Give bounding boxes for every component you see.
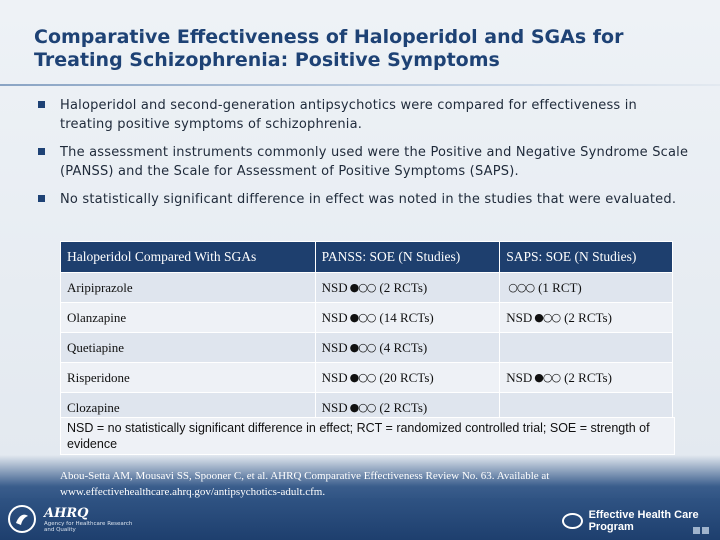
- citation-text: Abou-Setta AM, Mousavi SS, Spooner C, et…: [60, 470, 550, 498]
- panss-cell: NSD ●○○ (14 RCTs): [314, 302, 501, 333]
- soe-rating-icon: ●○○: [349, 370, 377, 384]
- saps-cell: ○○○ (1 RCT): [499, 272, 673, 303]
- hhs-seal-graphic: [16, 514, 28, 525]
- bullet-text: The assessment instruments commonly used…: [60, 145, 689, 179]
- drug-cell: Aripiprazole: [60, 272, 316, 303]
- title-divider: [0, 84, 720, 86]
- drug-cell: Olanzapine: [60, 302, 316, 333]
- saps-count: (2 RCTs): [564, 309, 612, 325]
- panss-cell: NSD ●○○ (2 RCTs): [314, 272, 501, 303]
- drug-cell: Quetiapine: [60, 332, 316, 363]
- panss-prefix: NSD: [321, 399, 348, 415]
- panss-count: (2 RCTs): [379, 399, 428, 415]
- panss-prefix: NSD: [321, 279, 348, 295]
- bullet-item: The assessment instruments commonly used…: [34, 143, 694, 181]
- ahrq-logo-text: AHRQ: [44, 506, 89, 521]
- panss-prefix: NSD: [321, 309, 348, 325]
- ehc-logo-text: Effective Health Care Program: [588, 509, 699, 533]
- saps-prefix: NSD: [506, 309, 533, 325]
- panss-count: (4 RCTs): [379, 339, 428, 355]
- drug-cell: Risperidone: [60, 362, 316, 393]
- square-bullet-icon: [38, 148, 45, 155]
- panss-prefix: NSD: [321, 339, 348, 355]
- hhs-seal-icon: [8, 505, 36, 533]
- saps-cell: NSD ●○○ (2 RCTs): [499, 302, 673, 333]
- bullet-text: No statistically significant difference …: [60, 192, 677, 207]
- slide-nav-controls[interactable]: [693, 527, 709, 534]
- column-header-panss: PANSS: SOE (N Studies): [314, 241, 501, 273]
- bullet-list: Haloperidol and second-generation antips…: [34, 96, 694, 218]
- table-row: Olanzapine NSD ●○○ (14 RCTs) NSD ●○○ (2 RCTs…: [60, 302, 673, 333]
- square-bullet-icon: [38, 101, 45, 108]
- ahrq-logo: AHRQ Agency for Healthcare Research and …: [44, 506, 144, 533]
- table-footnote: NSD = no statistically significant diffe…: [60, 417, 675, 455]
- soe-rating-icon: ●○○: [534, 310, 561, 324]
- slide-title: Comparative Effectiveness of Haloperidol…: [34, 26, 624, 71]
- table-row: Aripiprazole NSD ●○○ (2 RCTs) ○○○ (1 RCT): [60, 272, 673, 303]
- column-header-saps: SAPS: SOE (N Studies): [499, 241, 673, 273]
- saps-prefix: NSD: [506, 369, 533, 385]
- bottom-gradient-band: [0, 455, 720, 500]
- soe-rating-icon: ●○○: [349, 400, 377, 414]
- ehc-logo: Effective Health Care Program: [562, 509, 720, 533]
- soe-rating-icon: ●○○: [349, 310, 377, 324]
- panss-count: (14 RCTs): [379, 309, 434, 325]
- panss-cell: NSD ●○○ (20 RCTs): [314, 362, 501, 393]
- saps-count: (2 RCTs): [564, 369, 612, 385]
- bullet-item: No statistically significant difference …: [34, 190, 694, 209]
- comparison-table: Haloperidol Compared With SGAs PANSS: SO…: [60, 241, 673, 423]
- bullet-item: Haloperidol and second-generation antips…: [34, 96, 694, 134]
- panss-count: (20 RCTs): [379, 369, 434, 385]
- next-slide-icon[interactable]: [702, 527, 709, 534]
- soe-rating-icon: ●○○: [349, 280, 377, 294]
- table-header-row: Haloperidol Compared With SGAs PANSS: SO…: [60, 241, 673, 273]
- bullet-text: Haloperidol and second-generation antips…: [60, 98, 637, 132]
- saps-cell: NSD ●○○ (2 RCTs): [499, 362, 673, 393]
- ahrq-logo-subtext: Agency for Healthcare Research and Quali…: [44, 521, 133, 533]
- prev-slide-icon[interactable]: [693, 527, 700, 534]
- table-row: Risperidone NSD ●○○ (20 RCTs) NSD ●○○ (2 RCT…: [60, 362, 673, 393]
- soe-rating-icon: ○○○: [508, 280, 535, 294]
- panss-prefix: NSD: [321, 369, 348, 385]
- ehc-swoosh-icon: [562, 513, 583, 529]
- saps-count: (1 RCT): [538, 279, 582, 295]
- panss-cell: NSD ●○○ (4 RCTs): [314, 332, 501, 363]
- saps-cell: [499, 332, 673, 363]
- soe-rating-icon: ●○○: [349, 340, 377, 354]
- soe-rating-icon: ●○○: [534, 370, 561, 384]
- panss-count: (2 RCTs): [379, 279, 428, 295]
- table-row: Quetiapine NSD ●○○ (4 RCTs): [60, 332, 673, 363]
- footer-bar: [0, 498, 720, 540]
- column-header-drug: Haloperidol Compared With SGAs: [60, 241, 316, 273]
- square-bullet-icon: [38, 195, 45, 202]
